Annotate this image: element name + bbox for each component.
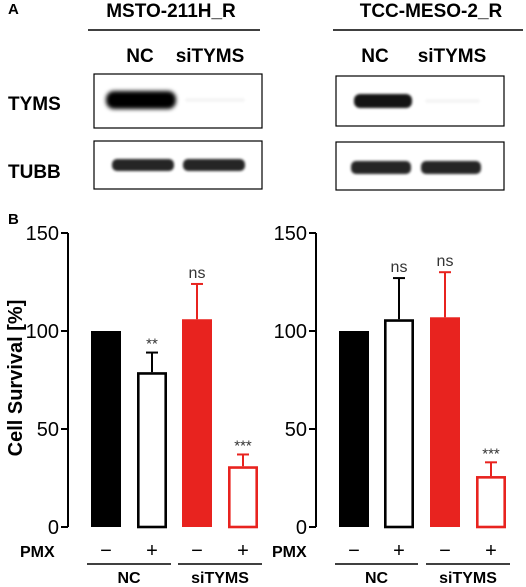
significance-label: ns — [189, 265, 206, 282]
lane-label-nc: NC — [126, 46, 154, 67]
band-tubb-nc — [112, 159, 174, 171]
group-labels: NC siTYMS NC siTYMS — [87, 563, 510, 587]
band-tyms-nc — [354, 94, 412, 108]
significance-label: *** — [234, 437, 252, 454]
bar — [339, 331, 369, 527]
treatment-sign: + — [237, 540, 249, 562]
group-label: siTYMS — [439, 570, 497, 587]
y-tick-label: 0 — [296, 517, 307, 539]
y-axis-title: Cell Survival [%] — [5, 300, 27, 457]
band-tyms-sitysms — [425, 99, 480, 103]
band-tubb-sitysms — [421, 161, 481, 174]
y-tick-label: 150 — [274, 223, 307, 245]
band-tubb-sitysms — [183, 159, 245, 171]
band-tubb-nc — [351, 161, 411, 174]
treatment-sign: + — [146, 540, 158, 562]
group-label: NC — [365, 570, 389, 587]
treatment-sign: − — [191, 540, 203, 562]
significance-label: ** — [146, 336, 158, 353]
cell-line-title: MSTO-211H_R — [106, 1, 236, 22]
treatment-sign: + — [485, 540, 497, 562]
panel-a-label: A — [8, 1, 19, 18]
y-tick-label: 50 — [285, 419, 307, 441]
band-tyms-sitysms — [185, 98, 245, 102]
y-tick-label: 100 — [26, 321, 59, 343]
y-tick-label: 150 — [26, 223, 59, 245]
significance-label: *** — [482, 445, 500, 462]
protein-label-tubb: TUBB — [8, 162, 61, 183]
blot-right: TCC-MESO-2_R NC siTYMS — [333, 1, 523, 191]
lane-label-sitysms: siTYMS — [176, 46, 245, 67]
treatment-sign: − — [439, 540, 451, 562]
treatment-signs: − + − + − + − + — [100, 540, 497, 562]
y-tick-label: 0 — [48, 517, 59, 539]
pmx-label-left: PMX — [20, 544, 55, 561]
y-tick-label: 100 — [274, 321, 307, 343]
y-tick-label: 50 — [37, 419, 59, 441]
chart-left: 0 50 100 150 ** ns *** — [26, 223, 259, 539]
lane-label-nc: NC — [361, 46, 389, 67]
bar — [137, 372, 168, 529]
lane-label-sitysms: siTYMS — [418, 46, 487, 67]
pmx-label-right: PMX — [272, 544, 307, 561]
protein-label-tyms: TYMS — [8, 94, 61, 115]
group-label: NC — [117, 570, 141, 587]
panel-b-label: B — [8, 211, 19, 228]
treatment-sign: + — [393, 540, 405, 562]
bar — [383, 319, 414, 529]
group-label: siTYMS — [191, 570, 249, 587]
chart-right: 0 50 100 150 ns ns *** — [274, 223, 506, 539]
bar — [228, 466, 259, 529]
significance-label: ns — [391, 259, 408, 276]
bar — [430, 317, 460, 527]
bar — [475, 476, 506, 529]
blot-left: MSTO-211H_R NC siTYMS TYMS TUBB — [8, 1, 263, 190]
treatment-sign: − — [100, 540, 112, 562]
cell-line-title: TCC-MESO-2_R — [360, 1, 503, 22]
significance-label: ns — [437, 253, 454, 270]
band-tyms-nc — [106, 91, 176, 109]
bar — [91, 331, 121, 527]
bar — [182, 319, 212, 527]
treatment-sign: − — [348, 540, 360, 562]
